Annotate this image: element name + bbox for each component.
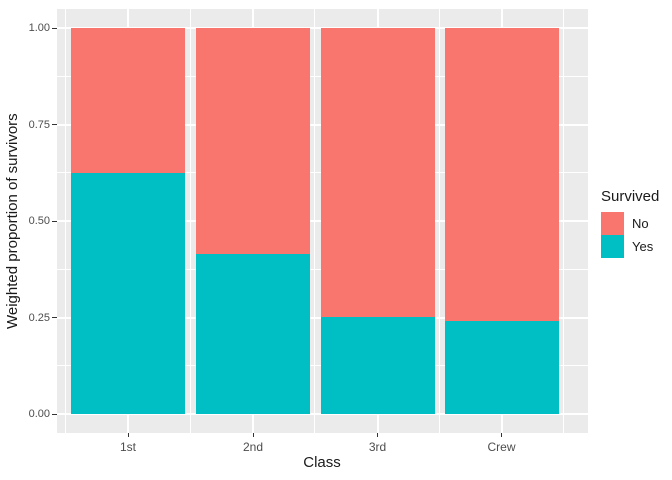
x-tick-mark: [252, 433, 254, 437]
y-tick-mark: [52, 317, 57, 318]
y-tick-mark: [52, 413, 57, 415]
x-tick-label: 1st: [119, 440, 136, 454]
y-tick-mark: [52, 27, 57, 29]
legend-key-no: No: [601, 212, 659, 235]
legend-key-yes: Yes: [601, 235, 659, 258]
bar-segment-3rd-yes: [320, 316, 435, 414]
x-axis-title: Class: [303, 454, 341, 471]
bar-segment-crew-no: [444, 28, 559, 322]
bar-segment-1st-yes: [71, 172, 185, 414]
x-tick-mark: [127, 433, 129, 437]
plot-panel: [57, 9, 588, 433]
legend-label: Yes: [632, 239, 654, 254]
bar-segment-3rd-no: [320, 28, 435, 317]
bar-segment-2nd-no: [196, 28, 310, 255]
x-tick-mark: [501, 433, 502, 437]
legend: Survived No Yes: [601, 188, 659, 258]
bar-segment-crew-yes: [444, 321, 559, 414]
y-tick-label: 0.50: [28, 215, 50, 227]
y-tick-label: 0.00: [28, 408, 50, 420]
x-tick-label: Crew: [487, 440, 516, 454]
legend-swatch-yes: [601, 235, 624, 258]
bar-segment-1st-no: [71, 28, 185, 173]
x-tick-label: 3rd: [368, 440, 387, 454]
legend-swatch-no: [601, 212, 624, 235]
y-tick-label: 0.25: [28, 311, 50, 324]
legend-keys: No Yes: [601, 212, 659, 258]
major-gridline-horizontal: [57, 413, 588, 415]
y-tick-mark: [52, 220, 57, 222]
y-tick-label: 1.00: [28, 22, 50, 34]
bar-segment-2nd-yes: [196, 254, 310, 414]
legend-label: No: [632, 216, 649, 231]
y-tick-mark: [52, 124, 57, 125]
x-tick-label: 2nd: [242, 440, 264, 454]
x-tick-mark: [377, 433, 378, 437]
y-tick-label: 0.75: [28, 118, 50, 131]
legend-title: Survived: [601, 188, 660, 205]
